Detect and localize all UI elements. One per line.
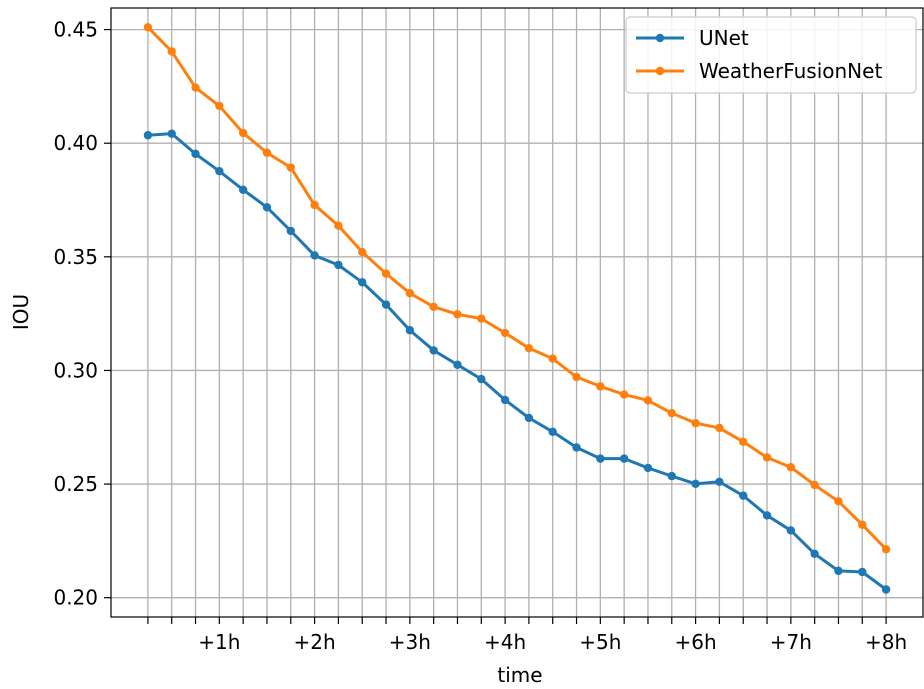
data-point (739, 437, 748, 446)
data-point (167, 129, 176, 138)
x-tick-label: +4h (484, 630, 526, 654)
y-tick-label: 0.25 (53, 472, 98, 496)
data-point (667, 408, 676, 418)
data-point (191, 83, 200, 92)
data-point (619, 454, 629, 463)
data-point (500, 328, 510, 338)
data-point (548, 427, 557, 437)
plot-area (111, 8, 924, 617)
grid (111, 8, 923, 617)
x-tick-label: +6h (675, 630, 717, 654)
data-point (238, 128, 248, 138)
y-tick-label: 0.40 (53, 131, 98, 155)
data-point (691, 418, 700, 428)
data-point (881, 545, 891, 554)
data-point (667, 471, 676, 481)
data-point (453, 360, 462, 369)
data-point (262, 203, 272, 212)
legend: UNet WeatherFusionNet (625, 16, 917, 94)
data-point (238, 185, 248, 194)
x-tick-label: +3h (389, 630, 431, 654)
data-point (524, 343, 534, 353)
data-point (262, 148, 272, 157)
data-point (286, 226, 295, 236)
data-point (477, 374, 486, 384)
data-point (286, 163, 295, 172)
y-axis-label: IOU (9, 294, 33, 330)
data-point (786, 463, 796, 472)
x-tick-label: +8h (865, 630, 907, 654)
data-point (858, 520, 867, 529)
data-point (334, 260, 343, 270)
data-point (834, 566, 843, 576)
data-point (739, 491, 748, 500)
y-tick-label: 0.35 (53, 245, 98, 269)
data-point (858, 567, 867, 577)
data-point (381, 269, 391, 278)
data-point (310, 251, 319, 260)
legend-marker (655, 33, 665, 43)
legend-box (625, 16, 917, 94)
data-point (429, 302, 438, 312)
series-layer (143, 23, 891, 594)
data-point (405, 288, 415, 298)
data-point (167, 47, 176, 56)
data-point (572, 372, 581, 382)
x-tick-label: +7h (770, 630, 812, 654)
data-point (715, 477, 724, 486)
data-point (715, 423, 724, 433)
x-axis-label: time (497, 663, 542, 687)
data-point (215, 101, 224, 111)
x-tick-label: +5h (579, 630, 621, 654)
data-point (881, 585, 891, 594)
data-point (643, 463, 653, 473)
data-point (810, 480, 819, 490)
data-point (762, 511, 772, 520)
data-point (381, 300, 391, 309)
data-point (619, 390, 629, 399)
data-point (572, 443, 581, 452)
plot-frame (110, 7, 924, 618)
data-point (143, 131, 153, 140)
data-point (310, 200, 319, 210)
data-point (786, 526, 796, 535)
x-tick-label: +2h (294, 630, 336, 654)
data-point (143, 23, 153, 32)
data-point (453, 310, 462, 319)
x-axis: +1h +2h +3h +4h +5h +6h +7h +8h (147, 617, 907, 654)
y-tick-label: 0.20 (53, 586, 98, 610)
data-point (477, 314, 486, 323)
y-tick-label: 0.45 (53, 18, 98, 42)
data-point (191, 149, 200, 159)
data-point (810, 549, 819, 559)
series-line (145, 25, 889, 552)
data-point (358, 278, 367, 287)
data-point (215, 166, 224, 176)
legend-label: UNet (699, 26, 749, 50)
data-point (358, 247, 367, 257)
data-point (524, 413, 534, 423)
data-point (500, 395, 510, 405)
data-point (429, 346, 438, 355)
data-point (691, 479, 700, 489)
y-tick-label: 0.30 (53, 358, 98, 382)
x-tick-label: +1h (198, 630, 240, 654)
data-point (762, 453, 772, 462)
data-point (548, 354, 557, 363)
data-point (596, 382, 605, 391)
series-line (146, 132, 889, 592)
data-point (334, 221, 343, 230)
data-point (643, 396, 653, 405)
data-point (834, 497, 843, 506)
y-axis: 0.20 0.25 0.30 0.35 0.40 0.45 (53, 18, 111, 610)
legend-marker (655, 66, 665, 76)
legend-label: WeatherFusionNet (699, 59, 882, 83)
data-point (405, 326, 415, 335)
data-point (596, 454, 605, 463)
